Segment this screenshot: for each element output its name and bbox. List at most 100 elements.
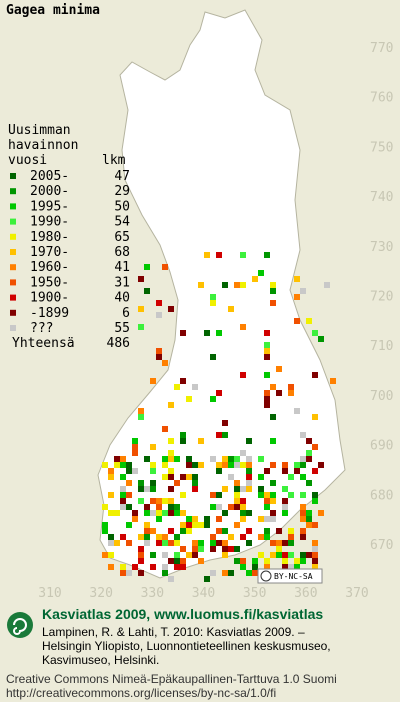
occurrence-square — [264, 498, 270, 504]
occurrence-square — [240, 516, 246, 522]
occurrence-square — [192, 522, 198, 528]
occurrence-square — [294, 564, 300, 570]
occurrence-square — [222, 282, 228, 288]
occurrence-square — [192, 384, 198, 390]
occurrence-square — [228, 306, 234, 312]
occurrence-square — [180, 492, 186, 498]
grid-label-y: 670 — [370, 538, 393, 553]
occurrence-square — [216, 462, 222, 468]
occurrence-square — [156, 540, 162, 546]
occurrence-square — [144, 504, 150, 510]
occurrence-square — [192, 480, 198, 486]
occurrence-square — [168, 540, 174, 546]
occurrence-square — [234, 486, 240, 492]
occurrence-square — [312, 522, 318, 528]
cc-icon — [260, 570, 272, 582]
occurrence-square — [180, 474, 186, 480]
occurrence-square — [174, 552, 180, 558]
occurrence-square — [228, 534, 234, 540]
legend-label: 1900- — [30, 291, 69, 306]
legend-count: 47 — [114, 169, 130, 184]
legend-swatch — [10, 218, 16, 225]
legend-swatch — [10, 264, 16, 271]
legend-swatch — [10, 249, 16, 255]
occurrence-square — [192, 546, 198, 552]
legend-label: ??? — [30, 321, 53, 336]
occurrence-square — [186, 552, 192, 558]
occurrence-square — [324, 282, 330, 288]
occurrence-square — [288, 492, 294, 498]
occurrence-square — [162, 534, 168, 540]
occurrence-square — [258, 270, 264, 276]
occurrence-square — [138, 498, 144, 504]
occurrence-square — [192, 552, 198, 558]
occurrence-square — [264, 492, 270, 498]
occurrence-square — [270, 480, 276, 486]
occurrence-square — [246, 462, 252, 468]
occurrence-square — [252, 570, 258, 576]
occurrence-square — [288, 552, 294, 558]
occurrence-square — [168, 498, 174, 504]
occurrence-square — [192, 462, 198, 468]
occurrence-square — [264, 564, 270, 570]
occurrence-square — [126, 570, 132, 576]
occurrence-square — [330, 378, 336, 384]
legend-heading: havainnon — [8, 138, 78, 153]
occurrence-square — [144, 522, 150, 528]
occurrence-square — [264, 348, 270, 354]
occurrence-square — [300, 516, 306, 522]
occurrence-square — [216, 540, 222, 546]
occurrence-square — [156, 354, 162, 360]
occurrence-square — [306, 318, 312, 324]
occurrence-square — [228, 570, 234, 576]
occurrence-square — [174, 504, 180, 510]
citation-line: Helsingin Yliopisto, Luonnontieteellinen… — [42, 639, 331, 653]
occurrence-square — [246, 510, 252, 516]
occurrence-square — [240, 324, 246, 330]
grid-labels: 770 760 750 740 730 720 710 700 690 680 670 310 320 3… — [38, 41, 393, 601]
occurrence-square — [300, 510, 306, 516]
occurrence-square — [204, 252, 210, 258]
occurrence-square — [288, 528, 294, 534]
occurrence-square — [234, 462, 240, 468]
legend-count: 41 — [114, 260, 130, 275]
occurrence-square — [174, 564, 180, 570]
occurrence-square — [288, 474, 294, 480]
occurrence-square — [234, 498, 240, 504]
occurrence-square — [270, 384, 276, 390]
occurrence-square — [120, 534, 126, 540]
grid-label-y: 710 — [370, 339, 393, 354]
grid-label-y: 690 — [370, 439, 393, 454]
legend-swatch — [10, 294, 16, 301]
occurrence-square — [234, 546, 240, 552]
occurrence-square — [264, 330, 270, 336]
occurrence-square — [180, 432, 186, 438]
occurrence-square — [138, 306, 144, 312]
occurrence-square — [258, 486, 264, 492]
occurrence-square — [276, 552, 282, 558]
legend-total-label: Yhteensä — [12, 336, 75, 351]
occurrence-square — [264, 354, 270, 360]
occurrence-square — [162, 426, 168, 432]
occurrence-square — [138, 324, 144, 330]
occurrence-square — [126, 462, 132, 468]
grid-label-y: 760 — [370, 91, 393, 106]
occurrence-square — [270, 516, 276, 522]
occurrence-square — [270, 438, 276, 444]
occurrence-square — [204, 522, 210, 528]
species-title: Gagea minima — [6, 3, 100, 18]
occurrence-square — [120, 462, 126, 468]
occurrence-square — [282, 504, 288, 510]
occurrence-square — [132, 516, 138, 522]
occurrence-square — [264, 402, 270, 408]
occurrence-square — [150, 528, 156, 534]
occurrence-square — [180, 546, 186, 552]
occurrence-square — [162, 540, 168, 546]
legend-count: 50 — [114, 199, 130, 214]
occurrence-square — [216, 504, 222, 510]
occurrence-square — [102, 552, 108, 558]
grid-label-x: 330 — [141, 586, 164, 601]
legend-count: 6 — [122, 306, 130, 321]
occurrence-square — [312, 492, 318, 498]
